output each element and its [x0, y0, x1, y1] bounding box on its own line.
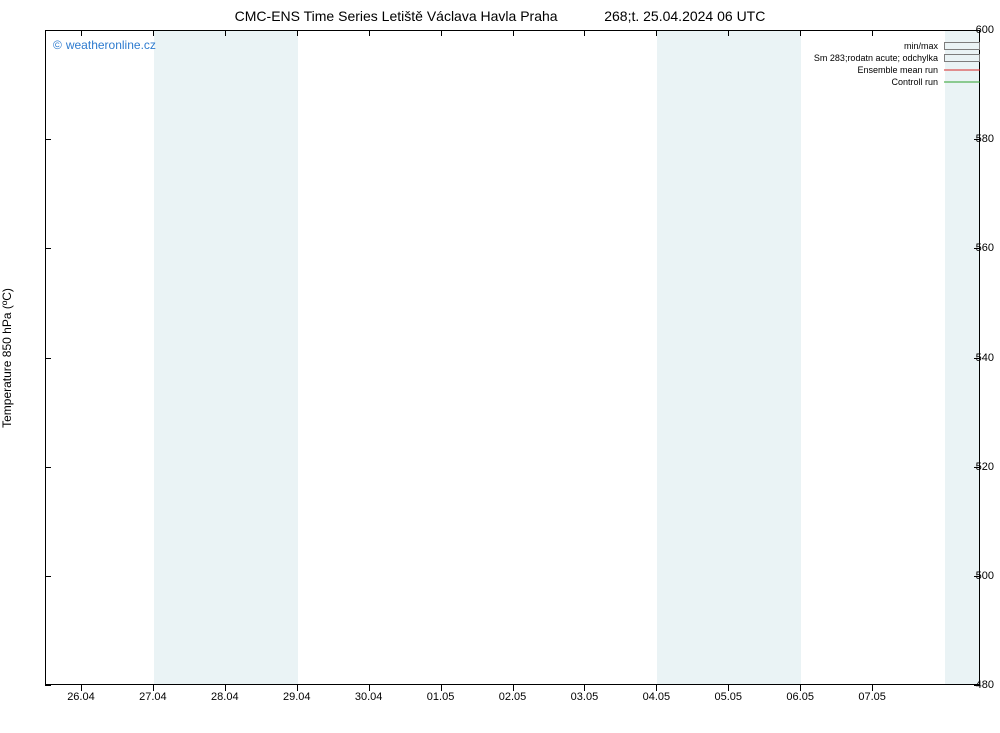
y-tick-mark [45, 576, 51, 577]
legend-label: Ensemble mean run [857, 64, 938, 76]
x-tick-mark [153, 30, 154, 36]
legend-entry: Sm 283;rodatn acute; odchylka [814, 52, 980, 64]
legend-swatch [944, 42, 980, 50]
watermark: © weatheronline.cz [53, 38, 156, 52]
y-tick-mark [974, 576, 980, 577]
x-tick-label: 01.05 [427, 691, 455, 703]
x-tick-mark [728, 30, 729, 36]
legend-label: min/max [904, 40, 938, 52]
weekend-band [657, 31, 801, 684]
x-tick-mark [728, 685, 729, 691]
x-tick-label: 28.04 [211, 691, 239, 703]
y-axis-title: Temperature 850 hPa (ºC) [0, 288, 14, 428]
legend-swatch [944, 66, 980, 74]
legend-swatch [944, 54, 980, 62]
x-tick-mark [656, 30, 657, 36]
x-tick-mark [584, 30, 585, 36]
watermark-text: weatheronline.cz [66, 38, 156, 52]
legend-swatch [944, 78, 980, 86]
x-tick-mark [81, 30, 82, 36]
plot-area [45, 30, 980, 685]
y-tick-mark [974, 685, 980, 686]
x-tick-mark [441, 685, 442, 691]
x-tick-label: 03.05 [571, 691, 599, 703]
legend: min/maxSm 283;rodatn acute; odchylkaEnse… [814, 40, 980, 88]
x-tick-label: 07.05 [858, 691, 886, 703]
y-tick-mark [45, 139, 51, 140]
x-tick-label: 02.05 [499, 691, 527, 703]
y-tick-mark [45, 248, 51, 249]
legend-entry: Ensemble mean run [814, 64, 980, 76]
x-tick-mark [441, 30, 442, 36]
x-tick-label: 05.05 [715, 691, 743, 703]
x-tick-label: 04.05 [643, 691, 671, 703]
chart-container: CMC-ENS Time Series Letiště Václava Havl… [0, 0, 1000, 733]
y-tick-mark [45, 685, 51, 686]
legend-entry: Controll run [814, 76, 980, 88]
x-tick-mark [584, 685, 585, 691]
y-tick-mark [45, 30, 51, 31]
x-tick-label: 26.04 [67, 691, 95, 703]
y-tick-mark [974, 358, 980, 359]
x-tick-mark [872, 685, 873, 691]
copyright-icon: © [53, 38, 62, 52]
x-tick-mark [81, 685, 82, 691]
x-tick-mark [297, 685, 298, 691]
x-tick-mark [800, 685, 801, 691]
x-tick-mark [225, 30, 226, 36]
x-tick-mark [297, 30, 298, 36]
y-tick-mark [45, 358, 51, 359]
x-tick-mark [656, 685, 657, 691]
legend-label: Sm 283;rodatn acute; odchylka [814, 52, 938, 64]
x-tick-mark [225, 685, 226, 691]
y-tick-mark [974, 467, 980, 468]
x-tick-mark [369, 685, 370, 691]
x-tick-mark [513, 685, 514, 691]
x-tick-mark [800, 30, 801, 36]
legend-entry: min/max [814, 40, 980, 52]
y-tick-mark [45, 467, 51, 468]
x-tick-mark [369, 30, 370, 36]
x-tick-label: 27.04 [139, 691, 167, 703]
legend-label: Controll run [891, 76, 938, 88]
x-tick-label: 30.04 [355, 691, 383, 703]
x-tick-mark [513, 30, 514, 36]
chart-title: CMC-ENS Time Series Letiště Václava Havl… [0, 8, 1000, 24]
x-tick-mark [872, 30, 873, 36]
x-tick-label: 29.04 [283, 691, 311, 703]
x-tick-mark [153, 685, 154, 691]
weekend-band [154, 31, 298, 684]
x-tick-label: 06.05 [786, 691, 814, 703]
y-tick-mark [974, 248, 980, 249]
y-tick-mark [974, 139, 980, 140]
y-tick-mark [974, 30, 980, 31]
